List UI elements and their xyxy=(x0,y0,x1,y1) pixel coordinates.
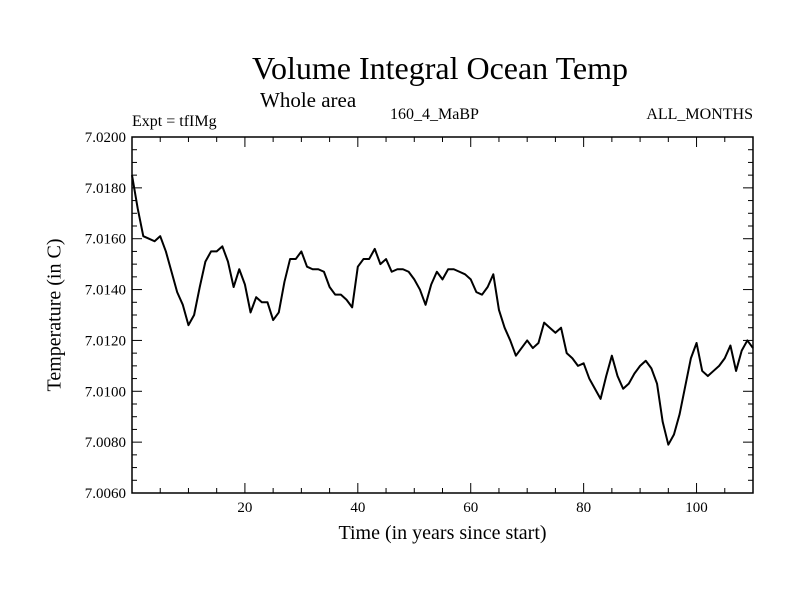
axis-tick-labels: 20 40 60 80 100 7.0060 7.0080 7.0100 7.0120 7.014… xyxy=(85,130,708,516)
chart-title: Volume Integral Ocean Temp xyxy=(251,50,628,86)
x-axis-label: Time (in years since start) xyxy=(338,522,547,544)
experiment-label: Expt = tfIMg xyxy=(132,113,217,130)
x-tick-label: 20 xyxy=(237,500,252,516)
axis-ticks xyxy=(132,136,753,494)
y-tick-label: 7.0160 xyxy=(85,232,126,248)
x-tick-label: 80 xyxy=(576,500,591,516)
y-tick-label: 7.0200 xyxy=(85,130,126,146)
y-tick-label: 7.0180 xyxy=(85,181,126,197)
x-tick-label: 100 xyxy=(685,500,708,516)
y-tick-label: 7.0080 xyxy=(85,435,126,451)
series-line xyxy=(131,174,754,446)
chart-subtitle: Whole area xyxy=(260,88,357,112)
run-label: 160_4_MaBP xyxy=(390,106,479,123)
y-tick-label: 7.0140 xyxy=(85,283,126,299)
x-tick-label: 40 xyxy=(350,500,365,516)
x-tick-label: 60 xyxy=(463,500,478,516)
months-label: ALL_MONTHS xyxy=(646,106,753,123)
y-tick-label: 7.0120 xyxy=(85,333,126,349)
y-tick-label: 7.0060 xyxy=(85,486,126,502)
plot-frame xyxy=(131,136,754,494)
y-tick-label: 7.0100 xyxy=(85,384,126,400)
